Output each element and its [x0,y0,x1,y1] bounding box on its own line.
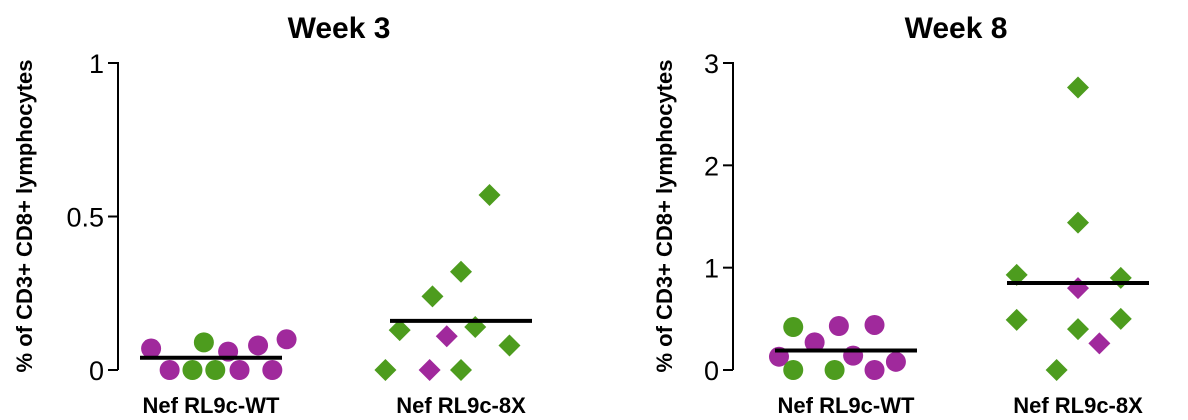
y-tick-label: 3 [704,49,719,79]
y-axis-label: % of CD3+ CD8+ lymphocytes [652,60,677,373]
data-point-circle [205,360,226,380]
data-point-circle [828,315,849,336]
data-point-circle [804,332,825,353]
data-point-diamond [450,359,472,381]
data-point-circle [783,317,804,338]
data-point-diamond [1067,318,1089,341]
data-point-diamond [1067,277,1089,300]
data-point-diamond [1109,266,1132,289]
data-point-diamond [1067,211,1089,234]
y-tick-label: 0.5 [66,203,104,233]
data-point-circle [248,335,269,356]
data-point-diamond [478,184,501,207]
data-point-diamond [1005,308,1028,331]
x-category-label: Nef RL9c-WT [143,393,280,418]
data-point-circle [159,360,180,380]
data-point-diamond [450,260,472,283]
data-point-diamond [1045,359,1068,381]
y-tick-label: 0 [89,356,104,386]
data-point-diamond [435,325,458,348]
data-point-circle [864,360,885,380]
x-category-label: Nef RL9c-WT [778,393,915,418]
data-point-circle [783,360,804,380]
data-point-circle [276,329,297,350]
data-point-diamond [388,319,411,342]
data-point-circle [182,360,203,380]
data-point-circle [141,338,162,359]
chart-title: Week 3 [288,12,391,45]
y-tick-label: 1 [89,49,104,79]
y-axis-label: % of CD3+ CD8+ lymphocytes [12,60,37,373]
data-point-circle [229,360,250,380]
y-tick-label: 0 [704,356,719,386]
data-point-circle [885,351,906,372]
data-point-circle [193,332,214,353]
data-point-circle [262,360,283,380]
data-point-diamond [418,359,441,381]
data-point-diamond [1109,307,1132,330]
y-tick-label: 2 [704,151,719,181]
data-point-diamond [374,359,397,381]
x-category-label: Nef RL9c-8X [1013,393,1143,418]
y-tick-label: 1 [704,254,719,284]
data-point-diamond [1088,332,1111,355]
data-point-diamond [421,285,444,308]
x-category-label: Nef RL9c-8X [396,393,526,418]
data-point-diamond [1067,76,1089,99]
data-point-circle [864,314,885,335]
chart-title: Week 8 [905,12,1008,45]
data-point-circle [824,360,845,380]
data-point-diamond [498,334,521,357]
data-point-diamond [1005,263,1028,286]
